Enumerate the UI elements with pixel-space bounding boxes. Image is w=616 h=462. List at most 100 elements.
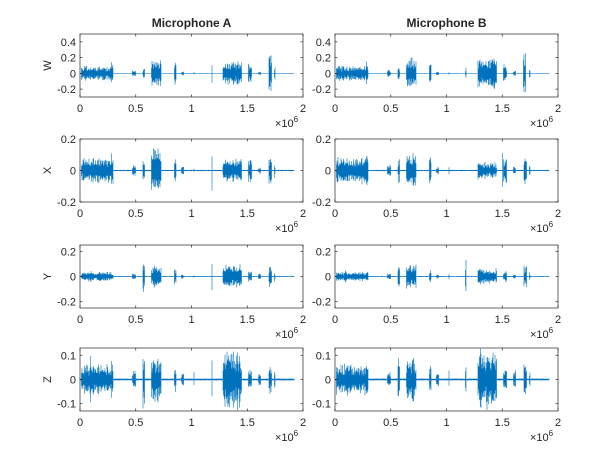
x-tick-label: 0 [77,314,83,326]
y-tick-label: 0.4 [61,37,76,49]
subplot-4: 0 0.5 1 1.5 2-0.200.2×106 [312,134,561,235]
x-tick-label: 2 [300,417,306,429]
waveform-line [334,348,550,410]
y-axis-label: W [42,60,54,71]
y-tick-label: -0.2 [312,297,331,309]
x-exponent-power: 6 [549,115,554,124]
x-exponent-power: 6 [294,429,299,438]
y-axis-label: Y [42,272,54,280]
y-tick-label: -0.1 [57,399,76,411]
x-exponent-label: ×106 [530,429,554,444]
x-tick-label: 1 [443,208,449,220]
x-tick-label: 1 [188,208,194,220]
axes-box [334,33,559,98]
y-tick-label: 0 [70,166,76,178]
x-tick-label: 0.5 [128,208,143,220]
y-axis-label: X [42,166,54,174]
x-tick-label: 1 [443,417,449,429]
y-tick-label: 0 [70,68,76,80]
x-exponent-base: ×10 [530,329,549,341]
subplot-8: 0 0.5 1 1.5 2-0.100.1×106 [312,347,561,444]
y-tick-label: 0 [70,375,76,387]
x-tick-label: 2 [555,103,561,115]
x-tick-label: 0 [77,103,83,115]
x-tick-label: 0 [332,417,338,429]
x-exponent-label: ×106 [530,115,554,130]
x-tick-label: 2 [555,314,561,326]
y-tick-label: 0 [325,375,331,387]
x-tick-label: 1.5 [240,417,255,429]
y-tick-label: 0 [325,272,331,284]
x-tick-label: 1.5 [495,417,510,429]
x-tick-label: 1 [443,314,449,326]
x-tick-label: 0 [77,417,83,429]
y-tick-label: 0.1 [316,350,331,362]
x-exponent-base: ×10 [530,223,549,235]
y-tick-label: -0.2 [57,84,76,96]
x-exponent-label: ×106 [530,220,554,235]
y-tick-label: 0.2 [316,134,331,146]
waveform-line [79,55,295,91]
y-tick-label: 0.4 [316,37,331,49]
waveform-line [334,153,550,187]
x-exponent-base: ×10 [530,432,549,444]
x-exponent-label: ×106 [275,220,299,235]
waveform-line [79,148,295,191]
x-tick-label: 1 [188,314,194,326]
x-exponent-base: ×10 [275,118,294,130]
waveform-line [79,351,295,411]
y-tick-label: 0.2 [61,246,76,258]
x-tick-label: 1 [188,103,194,115]
x-tick-label: 0.5 [128,417,143,429]
y-tick-label: -0.2 [312,197,331,209]
x-exponent-base: ×10 [275,432,294,444]
x-tick-label: 1.5 [495,103,510,115]
subplot-6: 0 0.5 1 1.5 2-0.200.2×106 [312,244,561,341]
x-tick-label: 0.5 [383,208,398,220]
x-tick-label: 1.5 [495,208,510,220]
x-tick-label: 0 [332,208,338,220]
y-tick-label: 0 [325,166,331,178]
y-tick-label: 0 [325,68,331,80]
x-exponent-base: ×10 [275,329,294,341]
y-tick-label: -0.2 [312,84,331,96]
y-tick-label: 0.1 [61,350,76,362]
y-tick-label: 0.2 [61,134,76,146]
y-tick-label: 0.2 [316,246,331,258]
x-tick-label: 2 [555,208,561,220]
y-axis-label: Z [42,376,54,383]
x-exponent-power: 6 [549,326,554,335]
x-tick-label: 0 [332,103,338,115]
waveform-line [334,259,550,291]
x-tick-label: 1 [188,417,194,429]
x-exponent-power: 6 [549,429,554,438]
x-tick-label: 2 [300,314,306,326]
x-exponent-label: ×106 [275,326,299,341]
x-exponent-power: 6 [294,220,299,229]
y-tick-label: -0.2 [57,297,76,309]
subplot-title: Microphone A [152,16,232,30]
x-tick-label: 0.5 [383,314,398,326]
x-tick-label: 0 [332,314,338,326]
x-exponent-base: ×10 [530,118,549,130]
x-tick-label: 0.5 [383,103,398,115]
y-tick-label: -0.2 [57,197,76,209]
x-exponent-label: ×106 [275,115,299,130]
x-tick-label: 0.5 [128,103,143,115]
x-tick-label: 2 [300,103,306,115]
x-exponent-label: ×106 [275,429,299,444]
x-exponent-power: 6 [549,220,554,229]
y-tick-label: 0.2 [61,53,76,65]
x-tick-label: 0 [77,208,83,220]
x-tick-label: 0.5 [383,417,398,429]
y-tick-label: -0.1 [312,399,331,411]
x-tick-label: 1.5 [240,103,255,115]
x-tick-label: 1.5 [495,314,510,326]
waveform-line [334,53,550,93]
subplot-title: Microphone B [407,16,487,30]
